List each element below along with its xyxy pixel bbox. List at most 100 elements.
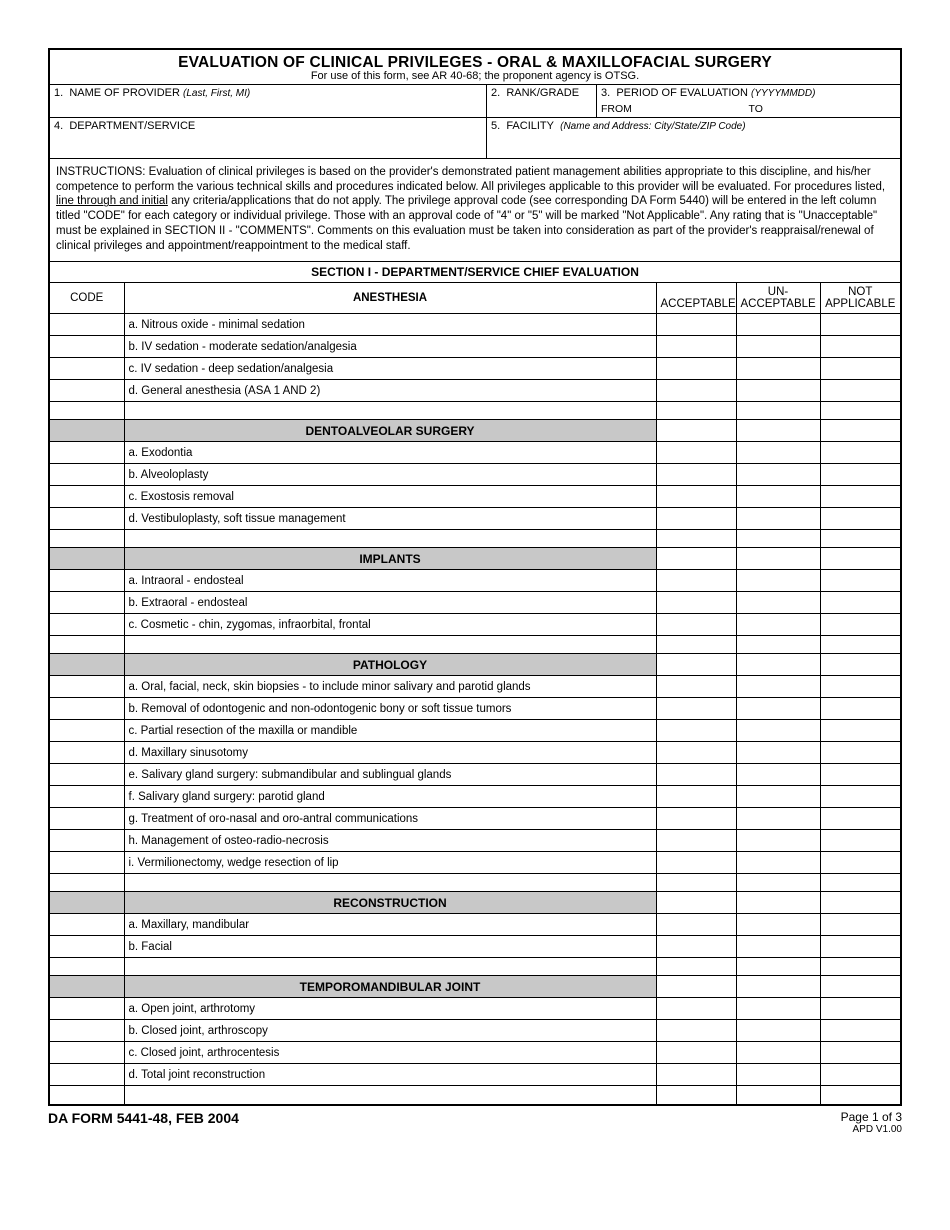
- cell-not-applicable[interactable]: [820, 636, 900, 654]
- code-cell[interactable]: [50, 998, 124, 1020]
- cell-acceptable[interactable]: [656, 874, 736, 892]
- cell-not-applicable[interactable]: [820, 976, 900, 998]
- code-cell[interactable]: [50, 958, 124, 976]
- cell-unacceptable[interactable]: [736, 1020, 820, 1042]
- cell-not-applicable[interactable]: [820, 874, 900, 892]
- cell-not-applicable[interactable]: [820, 830, 900, 852]
- cell-unacceptable[interactable]: [736, 936, 820, 958]
- cell-acceptable[interactable]: [656, 1064, 736, 1086]
- cell-acceptable[interactable]: [656, 720, 736, 742]
- category-code-cell[interactable]: [50, 892, 124, 914]
- category-code-cell[interactable]: [50, 420, 124, 442]
- cell-not-applicable[interactable]: [820, 358, 900, 380]
- cell-not-applicable[interactable]: [820, 592, 900, 614]
- cell-unacceptable[interactable]: [736, 808, 820, 830]
- cell-not-applicable[interactable]: [820, 720, 900, 742]
- cell-unacceptable[interactable]: [736, 636, 820, 654]
- cell-unacceptable[interactable]: [736, 958, 820, 976]
- field-department[interactable]: 4. DEPARTMENT/SERVICE: [50, 118, 486, 159]
- cell-unacceptable[interactable]: [736, 442, 820, 464]
- cell-acceptable[interactable]: [656, 764, 736, 786]
- cell-unacceptable[interactable]: [736, 508, 820, 530]
- cell-unacceptable[interactable]: [736, 420, 820, 442]
- cell-acceptable[interactable]: [656, 592, 736, 614]
- cell-not-applicable[interactable]: [820, 1064, 900, 1086]
- cell-unacceptable[interactable]: [736, 380, 820, 402]
- cell-unacceptable[interactable]: [736, 1064, 820, 1086]
- code-cell[interactable]: [50, 614, 124, 636]
- cell-unacceptable[interactable]: [736, 358, 820, 380]
- cell-not-applicable[interactable]: [820, 764, 900, 786]
- cell-unacceptable[interactable]: [736, 530, 820, 548]
- category-code-cell[interactable]: [50, 654, 124, 676]
- field-facility[interactable]: 5. FACILITY (Name and Address: City/Stat…: [486, 118, 900, 159]
- cell-unacceptable[interactable]: [736, 852, 820, 874]
- code-cell[interactable]: [50, 508, 124, 530]
- cell-acceptable[interactable]: [656, 358, 736, 380]
- cell-acceptable[interactable]: [656, 958, 736, 976]
- cell-unacceptable[interactable]: [736, 614, 820, 636]
- cell-not-applicable[interactable]: [820, 314, 900, 336]
- cell-unacceptable[interactable]: [736, 698, 820, 720]
- cell-not-applicable[interactable]: [820, 958, 900, 976]
- cell-acceptable[interactable]: [656, 1020, 736, 1042]
- cell-acceptable[interactable]: [656, 402, 736, 420]
- cell-acceptable[interactable]: [656, 464, 736, 486]
- cell-unacceptable[interactable]: [736, 570, 820, 592]
- cell-not-applicable[interactable]: [820, 464, 900, 486]
- cell-acceptable[interactable]: [656, 530, 736, 548]
- cell-acceptable[interactable]: [656, 508, 736, 530]
- code-cell[interactable]: [50, 314, 124, 336]
- cell-acceptable[interactable]: [656, 636, 736, 654]
- cell-acceptable[interactable]: [656, 976, 736, 998]
- cell-not-applicable[interactable]: [820, 336, 900, 358]
- cell-acceptable[interactable]: [656, 698, 736, 720]
- cell-not-applicable[interactable]: [820, 530, 900, 548]
- code-cell[interactable]: [50, 676, 124, 698]
- code-cell[interactable]: [50, 936, 124, 958]
- field-period-of-evaluation[interactable]: 3. PERIOD OF EVALUATION (YYYYMMDD) FROM …: [596, 85, 900, 118]
- cell-acceptable[interactable]: [656, 314, 736, 336]
- cell-acceptable[interactable]: [656, 654, 736, 676]
- code-cell[interactable]: [50, 720, 124, 742]
- code-cell[interactable]: [50, 358, 124, 380]
- cell-not-applicable[interactable]: [820, 570, 900, 592]
- field-rank-grade[interactable]: 2. RANK/GRADE: [486, 85, 596, 118]
- cell-unacceptable[interactable]: [736, 874, 820, 892]
- cell-unacceptable[interactable]: [736, 548, 820, 570]
- cell-not-applicable[interactable]: [820, 486, 900, 508]
- cell-acceptable[interactable]: [656, 380, 736, 402]
- cell-unacceptable[interactable]: [736, 676, 820, 698]
- code-cell[interactable]: [50, 852, 124, 874]
- cell-not-applicable[interactable]: [820, 402, 900, 420]
- cell-unacceptable[interactable]: [736, 314, 820, 336]
- cell-acceptable[interactable]: [656, 892, 736, 914]
- cell-not-applicable[interactable]: [820, 1086, 900, 1104]
- cell-acceptable[interactable]: [656, 1042, 736, 1064]
- cell-not-applicable[interactable]: [820, 442, 900, 464]
- cell-acceptable[interactable]: [656, 786, 736, 808]
- cell-acceptable[interactable]: [656, 420, 736, 442]
- cell-not-applicable[interactable]: [820, 614, 900, 636]
- cell-not-applicable[interactable]: [820, 420, 900, 442]
- cell-acceptable[interactable]: [656, 676, 736, 698]
- code-cell[interactable]: [50, 464, 124, 486]
- cell-acceptable[interactable]: [656, 742, 736, 764]
- code-cell[interactable]: [50, 636, 124, 654]
- cell-unacceptable[interactable]: [736, 1086, 820, 1104]
- code-cell[interactable]: [50, 1064, 124, 1086]
- code-cell[interactable]: [50, 742, 124, 764]
- cell-not-applicable[interactable]: [820, 808, 900, 830]
- cell-not-applicable[interactable]: [820, 1042, 900, 1064]
- code-cell[interactable]: [50, 914, 124, 936]
- cell-unacceptable[interactable]: [736, 786, 820, 808]
- category-code-cell[interactable]: [50, 976, 124, 998]
- cell-not-applicable[interactable]: [820, 654, 900, 676]
- cell-acceptable[interactable]: [656, 1086, 736, 1104]
- code-cell[interactable]: [50, 402, 124, 420]
- cell-acceptable[interactable]: [656, 936, 736, 958]
- cell-not-applicable[interactable]: [820, 1020, 900, 1042]
- cell-acceptable[interactable]: [656, 548, 736, 570]
- cell-not-applicable[interactable]: [820, 998, 900, 1020]
- cell-unacceptable[interactable]: [736, 464, 820, 486]
